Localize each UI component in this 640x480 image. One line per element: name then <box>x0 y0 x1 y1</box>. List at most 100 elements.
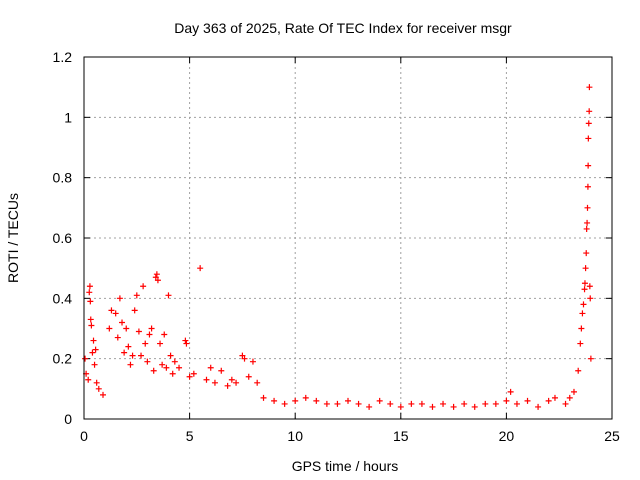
data-point <box>148 325 155 332</box>
data-point <box>281 400 288 407</box>
y-tick-label: 1.2 <box>53 49 73 65</box>
y-axis-label: ROTI / TECUs <box>5 193 21 283</box>
data-point <box>108 307 115 314</box>
data-point <box>90 337 97 344</box>
data-point <box>165 292 172 299</box>
data-point <box>121 349 128 356</box>
data-point <box>254 379 261 386</box>
data-point <box>89 349 96 356</box>
data-point <box>440 400 447 407</box>
data-point <box>106 325 113 332</box>
chart-title: Day 363 of 2025, Rate Of TEC Index for r… <box>174 20 512 36</box>
data-point <box>241 355 248 362</box>
data-point <box>182 337 189 344</box>
y-tick-label: 0.2 <box>53 351 73 367</box>
y-tick-label: 0.6 <box>53 230 73 246</box>
y-tick-label: 0.8 <box>53 170 73 186</box>
data-point <box>545 397 552 404</box>
data-point <box>157 340 164 347</box>
data-point <box>88 322 95 329</box>
x-tick-label: 10 <box>287 428 303 444</box>
data-point <box>584 219 591 226</box>
data-point <box>82 355 89 362</box>
data-point <box>323 400 330 407</box>
data-point <box>239 352 246 359</box>
data-point <box>197 265 204 272</box>
data-point <box>169 370 176 377</box>
data-point <box>271 397 278 404</box>
data-point <box>582 265 589 272</box>
data-point <box>183 340 190 347</box>
data-point <box>507 388 514 395</box>
data-point <box>586 283 593 290</box>
data-point <box>129 352 136 359</box>
data-point <box>513 400 520 407</box>
data-point <box>584 183 591 190</box>
data-point <box>123 325 130 332</box>
data-point <box>150 367 157 374</box>
data-point <box>471 403 478 410</box>
data-point <box>138 352 145 359</box>
data-point <box>86 283 93 290</box>
data-point <box>91 361 98 368</box>
data-point <box>186 373 193 380</box>
data-point <box>345 397 351 404</box>
data-point <box>159 361 166 368</box>
data-point <box>176 364 183 371</box>
data-point <box>100 391 107 398</box>
data-point <box>585 120 592 127</box>
data-point <box>152 274 159 281</box>
data-point <box>492 400 499 407</box>
data-point <box>408 400 415 407</box>
x-tick-label: 25 <box>604 428 620 444</box>
data-point <box>292 397 299 404</box>
grid-lines <box>84 57 612 419</box>
x-tick-label: 5 <box>186 428 194 444</box>
data-point <box>249 358 256 365</box>
data-point <box>154 277 161 284</box>
y-tick-label: 1 <box>64 109 72 125</box>
data-point <box>570 388 577 395</box>
data-point <box>153 271 160 278</box>
data-point <box>167 352 174 359</box>
data-point <box>116 295 123 302</box>
data-point <box>127 361 134 368</box>
data-point <box>551 394 558 401</box>
data-point <box>93 379 100 386</box>
data-point <box>503 397 510 404</box>
x-tick-label: 0 <box>80 428 88 444</box>
data-point <box>112 310 119 317</box>
data-point <box>586 84 593 91</box>
data-point <box>228 376 235 383</box>
data-point <box>133 292 140 299</box>
data-point <box>161 331 168 338</box>
data-point <box>146 331 153 338</box>
data-point <box>587 295 594 302</box>
data-point <box>387 400 394 407</box>
data-points <box>82 84 594 410</box>
data-point <box>86 289 93 296</box>
x-axis-label: GPS time / hours <box>292 458 399 474</box>
data-point <box>355 400 362 407</box>
data-point <box>87 316 94 323</box>
data-point <box>586 108 593 115</box>
data-point <box>587 355 594 362</box>
data-point <box>583 225 590 232</box>
data-point <box>135 328 142 335</box>
data-point <box>142 340 149 347</box>
data-point <box>131 307 138 314</box>
data-point <box>562 400 569 407</box>
data-point <box>211 379 218 386</box>
data-point <box>585 162 592 169</box>
data-point <box>461 400 468 407</box>
data-point <box>163 364 170 371</box>
data-point <box>144 358 151 365</box>
data-point <box>376 397 383 404</box>
tick-labels: 0 5 10 15 20 25 0 0.2 0.4 0.6 0.8 1 1.2 <box>53 49 620 444</box>
data-point <box>87 298 94 305</box>
data-point <box>575 367 582 374</box>
data-point <box>233 379 240 386</box>
y-tick-label: 0 <box>64 411 72 427</box>
data-point <box>482 400 489 407</box>
data-point <box>334 400 341 407</box>
